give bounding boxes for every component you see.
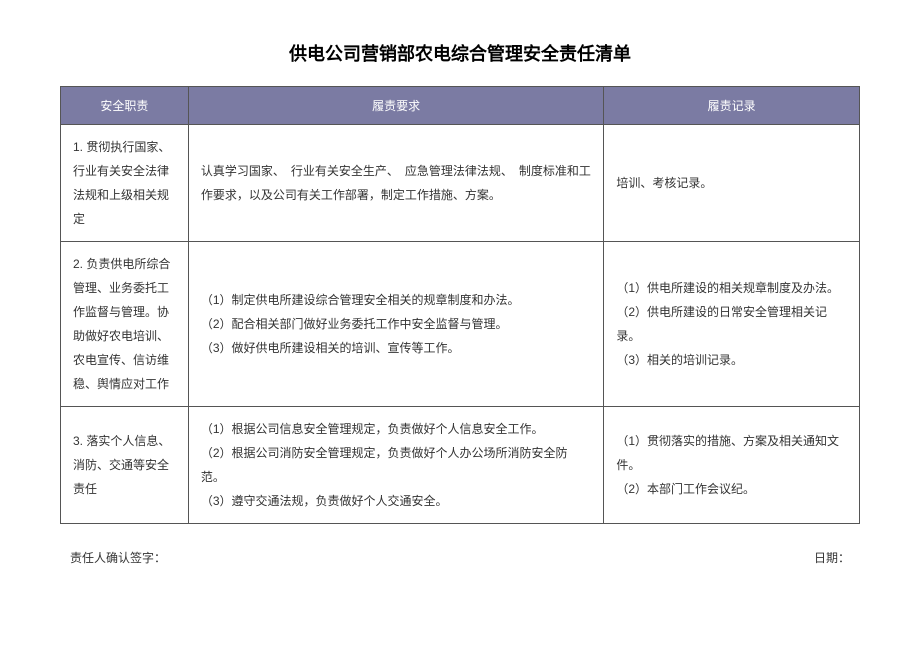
header-requirement: 履责要求	[188, 87, 603, 125]
cell-record: （1）供电所建设的相关规章制度及办法。（2）供电所建设的日常安全管理相关记录。（…	[604, 242, 860, 407]
table-row: 2. 负责供电所综合管理、业务委托工作监督与管理。协助做好农电培训、农电宣传、信…	[61, 242, 860, 407]
table-body: 1. 贯彻执行国家、行业有关安全法律法规和上级相关规定 认真学习国家、 行业有关…	[61, 125, 860, 524]
footer: 责任人确认签字： 日期：	[60, 549, 860, 566]
cell-requirement: （1）制定供电所建设综合管理安全相关的规章制度和办法。（2）配合相关部门做好业务…	[188, 242, 603, 407]
responsibility-table: 安全职责 履责要求 履责记录 1. 贯彻执行国家、行业有关安全法律法规和上级相关…	[60, 86, 860, 524]
table-row: 3. 落实个人信息、消防、交通等安全责任 （1）根据公司信息安全管理规定，负责做…	[61, 407, 860, 524]
document-title: 供电公司营销部农电综合管理安全责任清单	[60, 40, 860, 66]
cell-duty: 2. 负责供电所综合管理、业务委托工作监督与管理。协助做好农电培训、农电宣传、信…	[61, 242, 189, 407]
cell-requirement: （1）根据公司信息安全管理规定，负责做好个人信息安全工作。（2）根据公司消防安全…	[188, 407, 603, 524]
cell-record: 培训、考核记录。	[604, 125, 860, 242]
cell-requirement: 认真学习国家、 行业有关安全生产、 应急管理法律法规、 制度标准和工作要求，以及…	[188, 125, 603, 242]
cell-duty: 3. 落实个人信息、消防、交通等安全责任	[61, 407, 189, 524]
cell-duty: 1. 贯彻执行国家、行业有关安全法律法规和上级相关规定	[61, 125, 189, 242]
date-label: 日期：	[814, 549, 850, 566]
cell-record: （1）贯彻落实的措施、方案及相关通知文件。（2）本部门工作会议纪。	[604, 407, 860, 524]
signature-label: 责任人确认签字：	[70, 549, 166, 566]
header-record: 履责记录	[604, 87, 860, 125]
table-row: 1. 贯彻执行国家、行业有关安全法律法规和上级相关规定 认真学习国家、 行业有关…	[61, 125, 860, 242]
header-duty: 安全职责	[61, 87, 189, 125]
